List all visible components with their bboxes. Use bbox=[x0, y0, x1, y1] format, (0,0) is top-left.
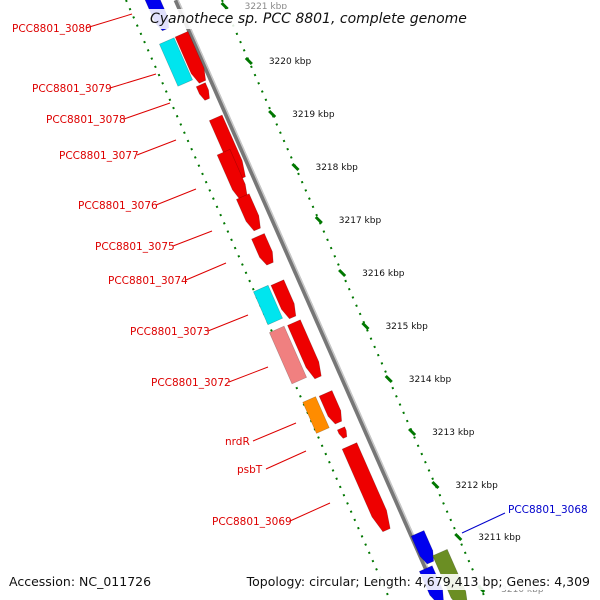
gene-feature-3068-blue bbox=[410, 530, 434, 565]
scale-major-tick bbox=[291, 162, 300, 172]
scale-label: 3214 kbp bbox=[409, 375, 452, 385]
scale-major-tick bbox=[384, 374, 393, 384]
scale-label: 3217 kbp bbox=[339, 216, 382, 226]
scale-major-tick bbox=[408, 427, 417, 437]
scale-major-tick bbox=[361, 321, 370, 331]
gene-label: PCC8801_3069 bbox=[212, 516, 292, 528]
gene-feature-3079-cyan bbox=[159, 37, 193, 87]
gene-label: psbT bbox=[237, 464, 263, 476]
scale-label: 3218 kbp bbox=[315, 163, 358, 173]
gene-label-leader bbox=[123, 102, 171, 120]
gene-feature-3078 bbox=[195, 82, 210, 101]
gene-label: PCC8801_3078 bbox=[46, 114, 126, 126]
scale-major-tick bbox=[454, 532, 463, 542]
scale-label: 3210 kbp bbox=[501, 585, 544, 595]
scale-label: 3215 kbp bbox=[385, 322, 428, 332]
gene-label: PCC8801_3072 bbox=[151, 377, 231, 389]
scale-major-tick bbox=[268, 109, 277, 119]
gene-feature-nrdR bbox=[318, 390, 342, 425]
gene-label: PCC8801_3075 bbox=[95, 241, 175, 253]
genome-backbone bbox=[173, 0, 443, 600]
gene-feature-3075 bbox=[235, 193, 261, 232]
scale-label: 3220 kbp bbox=[269, 57, 312, 67]
gene-label-leader bbox=[207, 314, 249, 332]
gene-label-leader bbox=[185, 262, 227, 281]
gene-label-leader bbox=[228, 366, 269, 383]
gene-label-leader bbox=[109, 73, 157, 89]
gene-feature-psbT bbox=[336, 426, 348, 439]
gene-feature-3073-cyan bbox=[253, 284, 283, 326]
scale-labels: 3221 kbp 3220 kbp 3219 kbp 3218 kbp 3217 kbp… bbox=[220, 1, 544, 595]
gene-label: PCC8801_3080 bbox=[12, 23, 92, 35]
gene-label: PCC8801_3074 bbox=[108, 275, 188, 287]
gene-feature-3073 bbox=[270, 279, 297, 320]
genome-summary-text: Topology: circular; Length: 4,679,413 bp… bbox=[246, 574, 590, 590]
scale-label: 3213 kbp bbox=[432, 428, 475, 438]
gene-label-leader bbox=[155, 188, 197, 206]
scale-major-tick bbox=[314, 215, 323, 225]
gene-label-leader bbox=[136, 139, 177, 156]
gene-labels: PCC8801_3080 PCC8801_3079 PCC8801_3078 PCC8… bbox=[12, 13, 588, 534]
gene-feature-3074 bbox=[251, 233, 274, 266]
scale-label: 3211 kbp bbox=[478, 533, 521, 543]
genome-title: Cyanothece sp. PCC 8801, complete genome bbox=[146, 9, 471, 29]
gene-label-leader bbox=[172, 230, 213, 247]
gene-label: nrdR bbox=[225, 436, 250, 448]
gene-label-leader bbox=[252, 422, 297, 442]
scale-label: 3212 kbp bbox=[455, 481, 498, 491]
accession-text: Accession: NC_011726 bbox=[9, 574, 152, 590]
scale-major-tick bbox=[244, 56, 253, 66]
gene-label: PCC8801_3077 bbox=[59, 150, 139, 162]
gene-label-leader bbox=[461, 512, 506, 534]
gene-label-leader bbox=[265, 450, 307, 470]
gene-feature-3072 bbox=[287, 319, 322, 380]
gene-label: PCC8801_3068 bbox=[508, 504, 588, 516]
gene-label: PCC8801_3073 bbox=[130, 326, 210, 338]
gene-label-leader bbox=[289, 502, 331, 522]
gene-label-leader bbox=[85, 13, 133, 29]
gene-feature-3069 bbox=[341, 442, 391, 533]
gene-feature-3079 bbox=[174, 30, 207, 84]
scale-major-tick bbox=[220, 1, 229, 11]
gene-label: PCC8801_3076 bbox=[78, 200, 158, 212]
scale-label: 3219 kbp bbox=[292, 110, 335, 120]
gene-feature-nrdR-orange bbox=[302, 396, 330, 434]
gene-feature-3072-pink bbox=[269, 325, 307, 385]
scale-label: 3216 kbp bbox=[362, 269, 405, 279]
scale-major-tick bbox=[338, 268, 347, 278]
scale-label: 3221 kbp bbox=[245, 2, 288, 12]
gene-label: PCC8801_3079 bbox=[32, 83, 112, 95]
scale-major-tick bbox=[431, 480, 440, 490]
